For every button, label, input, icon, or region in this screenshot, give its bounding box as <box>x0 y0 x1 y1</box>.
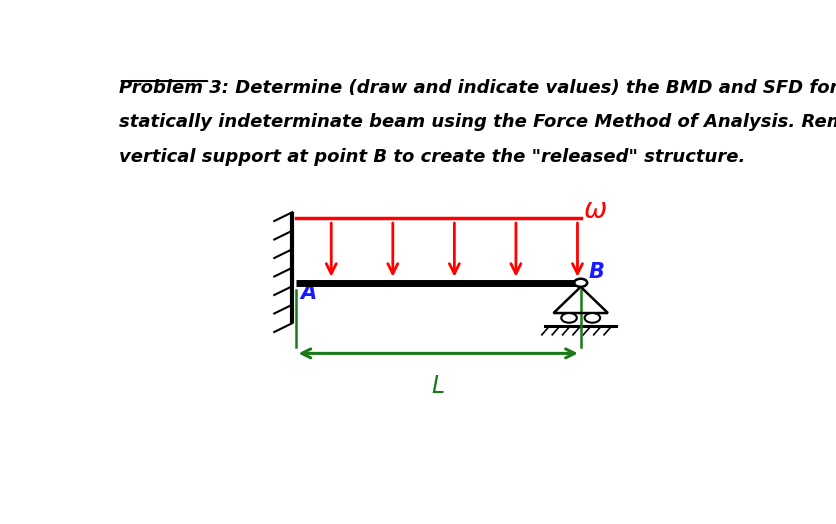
Circle shape <box>574 279 587 287</box>
Text: A: A <box>301 283 317 303</box>
Circle shape <box>561 313 577 323</box>
Text: vertical support at point B to create the "released" structure.: vertical support at point B to create th… <box>119 148 745 166</box>
Text: ω: ω <box>584 196 607 224</box>
Circle shape <box>584 313 600 323</box>
Text: B: B <box>589 262 604 282</box>
Text: statically indeterminate beam using the Force Method of Analysis. Remove the: statically indeterminate beam using the … <box>119 113 836 132</box>
Text: Problem 3: Determine (draw and indicate values) the BMD and SFD for the: Problem 3: Determine (draw and indicate … <box>119 79 836 97</box>
Text: L: L <box>431 374 445 398</box>
